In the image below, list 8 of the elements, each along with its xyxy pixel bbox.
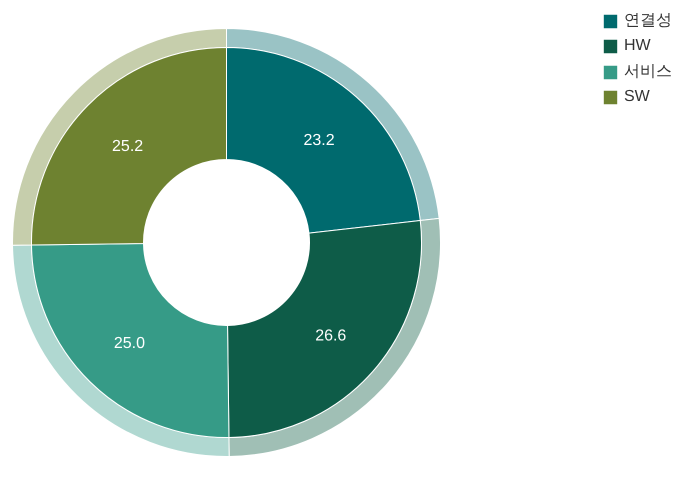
data-label: 23.2 xyxy=(304,132,335,149)
legend-label: 서비스 xyxy=(624,62,672,82)
data-label: 25.0 xyxy=(114,335,146,352)
data-label: 25.2 xyxy=(112,138,144,155)
legend-label: SW xyxy=(624,88,650,106)
legend-label: 연결성 xyxy=(624,11,672,31)
data-label: 26.6 xyxy=(315,327,346,344)
legend-label: HW xyxy=(624,37,651,55)
